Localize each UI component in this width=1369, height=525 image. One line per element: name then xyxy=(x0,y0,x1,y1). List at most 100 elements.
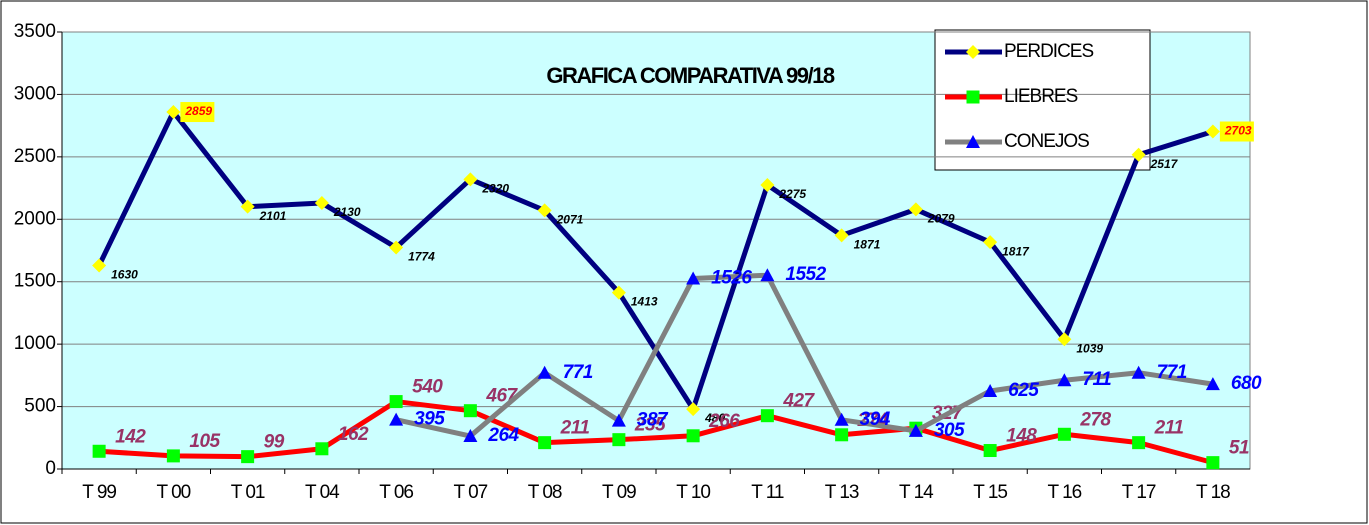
data-label: 625 xyxy=(1008,380,1039,401)
data-label: 1774 xyxy=(408,250,435,264)
data-point xyxy=(1205,124,1220,139)
x-tick-label: T 13 xyxy=(825,482,859,503)
data-point xyxy=(834,412,849,426)
series-line xyxy=(395,272,1214,439)
data-point xyxy=(463,172,478,187)
data-point xyxy=(537,365,552,379)
data-label: 395 xyxy=(414,409,445,430)
data-label: 387 xyxy=(637,410,669,431)
x-tick-label: T 07 xyxy=(454,482,488,503)
data-point xyxy=(389,395,403,409)
data-label: 211 xyxy=(560,418,590,439)
data-point xyxy=(389,240,404,255)
series-line xyxy=(98,399,1214,466)
legend-label: LIEBRES xyxy=(1004,86,1078,107)
x-tick-label: T 06 xyxy=(379,482,413,503)
y-tick-label: 3000 xyxy=(14,83,56,104)
data-label: 1552 xyxy=(785,264,826,285)
x-tick-label: T 17 xyxy=(1122,482,1156,503)
data-label: 278 xyxy=(1079,409,1111,430)
data-point xyxy=(1206,456,1220,470)
data-point xyxy=(1057,373,1072,387)
x-tick-label: T 18 xyxy=(1196,482,1230,503)
data-point xyxy=(166,449,180,463)
data-label: 711 xyxy=(1082,369,1111,390)
chart-title: GRAFICA COMPARATIVA 99/18 xyxy=(546,63,835,88)
data-point xyxy=(611,285,626,300)
data-point xyxy=(908,202,923,217)
data-point xyxy=(389,412,404,426)
legend-marker xyxy=(966,90,980,104)
x-tick-label: T 99 xyxy=(82,482,116,503)
x-tick-label: T 08 xyxy=(528,482,562,503)
data-point xyxy=(983,235,998,250)
data-label: 2071 xyxy=(556,213,584,227)
data-label: 680 xyxy=(1231,373,1262,394)
data-label: 2079 xyxy=(927,212,955,226)
y-tick-label: 1000 xyxy=(14,333,56,354)
data-point xyxy=(760,177,775,192)
data-point xyxy=(611,413,626,427)
x-tick-label: T 01 xyxy=(231,482,265,503)
data-point xyxy=(983,444,997,458)
y-tick-label: 1500 xyxy=(14,271,56,292)
data-point xyxy=(315,442,329,456)
data-label: 305 xyxy=(934,420,965,441)
data-label: 2703 xyxy=(1224,124,1252,138)
data-label: 211 xyxy=(1154,418,1184,439)
data-label: 427 xyxy=(782,391,815,412)
data-point xyxy=(537,203,552,218)
data-point xyxy=(835,428,849,442)
x-tick-label: T 14 xyxy=(899,482,934,503)
data-point xyxy=(240,199,255,214)
x-tick-label: T 00 xyxy=(157,482,191,503)
data-label: 148 xyxy=(1006,426,1037,447)
data-label: 1871 xyxy=(854,238,881,252)
legend-marker xyxy=(966,45,980,59)
data-label: 540 xyxy=(412,377,443,398)
x-tick-label: T 04 xyxy=(305,482,340,503)
data-point xyxy=(241,450,255,464)
data-label: 2130 xyxy=(333,205,361,219)
data-point xyxy=(1131,147,1146,162)
data-label: 394 xyxy=(860,409,891,430)
x-tick-label: T 16 xyxy=(1048,482,1082,503)
data-label: 2275 xyxy=(778,187,806,201)
data-point xyxy=(1132,436,1146,450)
data-point xyxy=(612,433,626,447)
data-label: 1039 xyxy=(1076,341,1103,355)
data-label: 99 xyxy=(264,432,285,453)
data-label: 480 xyxy=(704,411,725,425)
data-point xyxy=(686,429,700,443)
data-label: 1526 xyxy=(711,267,752,288)
x-tick-label: T 11 xyxy=(751,482,784,503)
data-point xyxy=(314,196,329,211)
x-tick-label: T 15 xyxy=(973,482,1007,503)
data-point xyxy=(834,228,849,243)
y-tick-label: 2000 xyxy=(14,208,56,229)
y-tick-label: 3500 xyxy=(14,21,56,42)
data-point xyxy=(983,383,998,397)
data-label: 2859 xyxy=(184,104,212,118)
data-point xyxy=(760,268,775,282)
data-label: 771 xyxy=(1157,362,1187,383)
data-label: 105 xyxy=(189,431,220,452)
data-point xyxy=(686,402,701,417)
legend-marker xyxy=(966,135,980,148)
data-label: 1630 xyxy=(111,268,138,282)
data-label: 51 xyxy=(1229,438,1249,459)
data-point xyxy=(908,423,923,437)
data-point xyxy=(686,271,701,285)
data-label: 2320 xyxy=(481,182,509,196)
y-tick-label: 0 xyxy=(45,458,56,479)
data-label: 142 xyxy=(115,426,146,447)
data-label: 162 xyxy=(338,424,369,445)
data-point xyxy=(760,409,774,423)
x-tick-label: T 10 xyxy=(676,482,710,503)
data-label: 2101 xyxy=(259,209,287,223)
data-point xyxy=(1205,377,1220,391)
data-point xyxy=(1131,365,1146,379)
data-label: 266 xyxy=(708,411,740,432)
x-tick-label: T 09 xyxy=(602,482,636,503)
